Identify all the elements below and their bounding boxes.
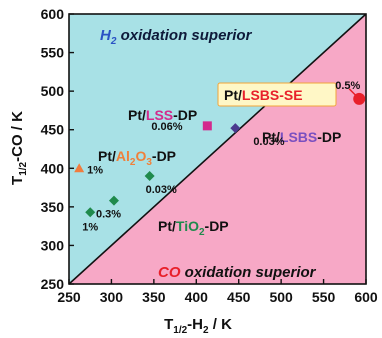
parity-line xyxy=(68,13,367,285)
lsbs-dp-label: Pt/LSBS-DP xyxy=(262,129,341,145)
y-tick-label: 400 xyxy=(41,160,65,176)
point-label: 1% xyxy=(87,164,103,176)
x-tick-label: 500 xyxy=(269,289,293,305)
point-label: 0.03% xyxy=(146,184,177,196)
y-axis-title: T1/2-CO / K xyxy=(9,111,29,185)
point-label: 0.3% xyxy=(96,209,121,221)
point-labels: 1%0.3%0.03%1%0.06%0.03%0.5% xyxy=(82,80,360,233)
y-tick-label: 450 xyxy=(41,122,65,138)
pt-tio2-dp-point xyxy=(144,171,155,181)
y-tick-label: 500 xyxy=(41,83,65,99)
pt-al2o3-dp-point xyxy=(74,163,85,173)
x-tick-label: 400 xyxy=(185,289,209,305)
x-tick-label: 600 xyxy=(354,289,378,305)
lower-region-title: CO oxidation superior xyxy=(158,264,317,281)
data-points xyxy=(74,88,366,218)
y-tick-label: 300 xyxy=(41,237,65,253)
lsbs-se-label-box xyxy=(217,82,337,107)
point-label: 0.03% xyxy=(253,136,284,148)
y-tick-label: 600 xyxy=(41,6,65,22)
x-tick-label: 550 xyxy=(312,289,336,305)
x-tick-label: 250 xyxy=(57,289,81,305)
pt-lsbs-se-point xyxy=(353,92,366,105)
lss-dp-label: Pt/LSS-DP xyxy=(128,107,197,123)
pt-tio2-dp-point xyxy=(108,195,119,206)
point-label: 0.5% xyxy=(335,80,360,92)
pt-lss-dp-point xyxy=(202,121,212,131)
upper-region-title: H2 oxidation superior xyxy=(100,27,253,47)
y-tick-label: 350 xyxy=(41,199,65,215)
pt-lsbs-dp-point xyxy=(230,123,241,134)
al2o3-dp-label: Pt/Al2O3-DP xyxy=(98,148,176,168)
x-tick-label: 350 xyxy=(142,289,166,305)
pt-tio2-dp-point xyxy=(85,207,96,218)
lsbs-se-label: Pt/LSBS-SE xyxy=(224,87,303,103)
y-tick-label: 250 xyxy=(41,276,65,292)
point-label: 0.06% xyxy=(151,121,182,133)
pointer-arrow xyxy=(348,88,356,96)
plot-frame xyxy=(68,13,367,285)
axis-ticks: 250 300 350 400 450 500 550 600 250 300 350 400 450 5… xyxy=(41,6,378,305)
x-tick-label: 300 xyxy=(100,289,124,305)
point-label: 1% xyxy=(82,221,98,233)
tio2-dp-label: Pt/TiO2-DP xyxy=(158,218,229,238)
x-axis-title: T1/2-H2 / K xyxy=(164,316,232,336)
y-tick-label: 550 xyxy=(41,45,65,61)
x-tick-label: 450 xyxy=(227,289,251,305)
